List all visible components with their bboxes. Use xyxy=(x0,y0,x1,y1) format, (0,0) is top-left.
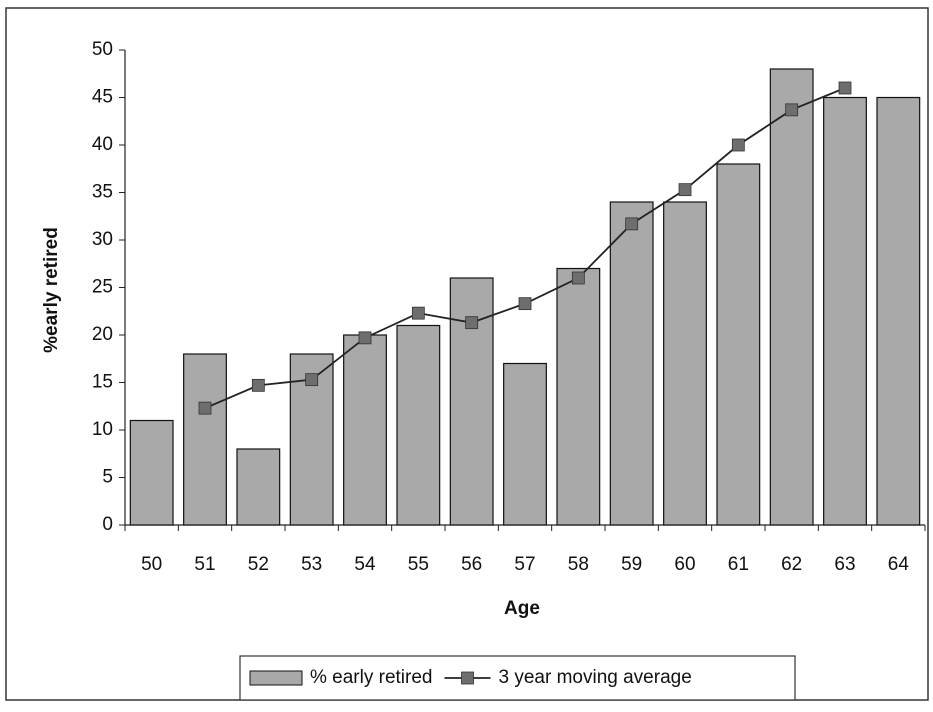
bar xyxy=(503,362,547,526)
y-tick-label: 25 xyxy=(92,277,113,298)
x-tick-label: 60 xyxy=(674,554,695,575)
bar xyxy=(183,353,227,526)
x-tick-label: 64 xyxy=(888,554,910,575)
legend-swatch xyxy=(249,670,303,686)
x-tick-label: 58 xyxy=(568,554,589,575)
bar xyxy=(396,324,441,526)
y-tick-label: 50 xyxy=(92,39,113,60)
x-tick-label: 55 xyxy=(408,554,429,575)
x-tick-label: 56 xyxy=(461,554,482,575)
bar xyxy=(343,334,387,526)
bar xyxy=(663,201,707,526)
y-tick-label: 0 xyxy=(102,514,113,535)
legend-marker xyxy=(461,671,474,685)
line-marker xyxy=(571,271,585,285)
line-marker xyxy=(465,316,479,330)
y-tick-label: 35 xyxy=(92,182,113,203)
bar xyxy=(876,96,921,526)
bar xyxy=(449,277,494,526)
x-tick-label: 50 xyxy=(141,554,162,575)
bar xyxy=(716,163,761,526)
line-marker xyxy=(518,297,532,311)
x-tick-label: 61 xyxy=(728,554,749,575)
x-tick-label: 52 xyxy=(248,554,269,575)
x-tick-label: 51 xyxy=(194,554,215,575)
y-tick-label: 30 xyxy=(92,229,113,250)
bar xyxy=(129,419,174,526)
y-tick-label: 10 xyxy=(92,419,113,440)
y-tick-label: 45 xyxy=(92,87,113,108)
x-tick-label: 53 xyxy=(301,554,322,575)
y-tick-label: 15 xyxy=(92,372,113,393)
y-tick-label: 40 xyxy=(92,134,113,155)
legend-box xyxy=(239,655,796,701)
x-tick-label: 59 xyxy=(621,554,642,575)
x-tick-label: 57 xyxy=(514,554,535,575)
line-marker xyxy=(731,138,745,152)
line-marker xyxy=(358,331,372,345)
bar xyxy=(236,448,281,526)
line-marker xyxy=(251,378,265,392)
y-axis-title: %early retired xyxy=(41,227,62,353)
line-marker xyxy=(678,183,692,197)
line-marker xyxy=(625,217,639,231)
y-tick-label: 20 xyxy=(92,324,113,345)
line-marker xyxy=(411,306,425,320)
bar xyxy=(769,68,814,526)
bar xyxy=(609,201,654,526)
line-marker xyxy=(198,401,212,415)
line-marker xyxy=(305,373,319,387)
legend-label: % early retired xyxy=(310,667,433,688)
bar xyxy=(556,267,601,526)
x-tick-label: 54 xyxy=(354,554,376,575)
x-tick-label: 63 xyxy=(834,554,855,575)
legend-label: 3 year moving average xyxy=(499,667,692,688)
x-tick-label: 62 xyxy=(781,554,802,575)
bar xyxy=(823,96,867,526)
x-axis-title: Age xyxy=(504,598,540,619)
y-tick-label: 5 xyxy=(102,467,113,488)
line-marker xyxy=(838,81,852,95)
line-marker xyxy=(785,103,799,117)
